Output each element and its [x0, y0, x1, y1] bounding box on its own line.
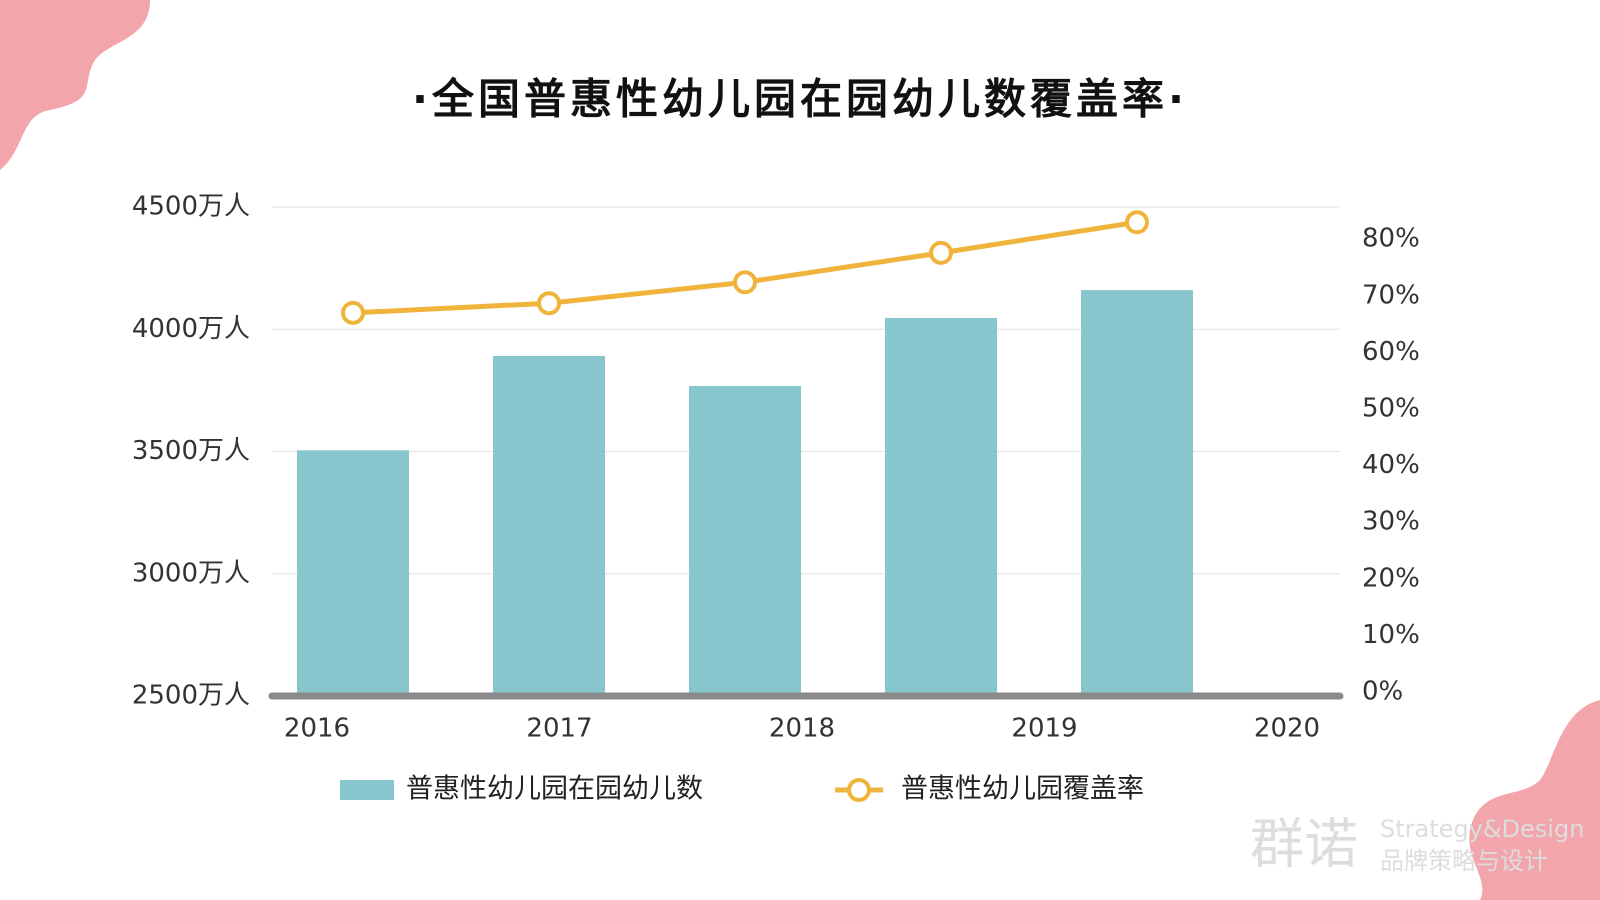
chart-title: ·全国普惠性幼儿园在园幼儿数覆盖率· — [412, 75, 1188, 124]
watermark-subtitle: 品牌策略与设计 — [1380, 847, 1548, 875]
line — [352, 219, 1138, 316]
x-tick-label: 2017 — [526, 714, 592, 744]
y2-tick-label: 50% — [1362, 394, 1420, 424]
watermark-tagline: Strategy&Design — [1380, 815, 1584, 843]
corner-decoration — [0, 0, 150, 170]
line-marker — [537, 291, 561, 316]
y-tick-label: 3500万人 — [132, 436, 250, 466]
x-tick-label: 2018 — [769, 714, 835, 744]
x-tick-label: 2016 — [284, 714, 350, 744]
line-marker — [733, 270, 757, 295]
x-tick-label: 2020 — [1254, 714, 1320, 744]
x-tick-label: 2019 — [1011, 714, 1077, 744]
y-tick-label: 4500万人 — [132, 192, 250, 222]
legend-swatch — [847, 778, 871, 802]
corner-decoration — [1469, 700, 1600, 900]
bar — [1081, 290, 1193, 696]
y2-tick-label: 10% — [1362, 620, 1420, 650]
legend-label: 普惠性幼儿园覆盖率 — [901, 774, 1144, 805]
line-marker — [929, 240, 953, 265]
bar — [689, 385, 801, 696]
y2-tick-label: 40% — [1362, 450, 1420, 480]
y2-tick-label: 30% — [1362, 507, 1420, 537]
watermark-brand: 群诺 — [1250, 813, 1358, 876]
y2-tick-label: 60% — [1362, 337, 1420, 367]
y2-tick-label: 70% — [1362, 280, 1420, 310]
y2-tick-label: 20% — [1362, 563, 1420, 593]
bar — [297, 450, 409, 696]
y-tick-label: 4000万人 — [132, 314, 250, 344]
y-tick-label: 2500万人 — [132, 681, 250, 711]
line-marker — [1125, 210, 1149, 235]
bar — [493, 355, 605, 696]
y2-tick-label: 0% — [1362, 677, 1403, 707]
legend-label: 普惠性幼儿园在园幼儿数 — [406, 774, 703, 805]
y-tick-label: 3000万人 — [132, 558, 250, 588]
legend-swatch — [340, 780, 394, 800]
line-marker — [341, 300, 365, 325]
y2-tick-label: 80% — [1362, 224, 1420, 254]
bar — [885, 318, 997, 696]
